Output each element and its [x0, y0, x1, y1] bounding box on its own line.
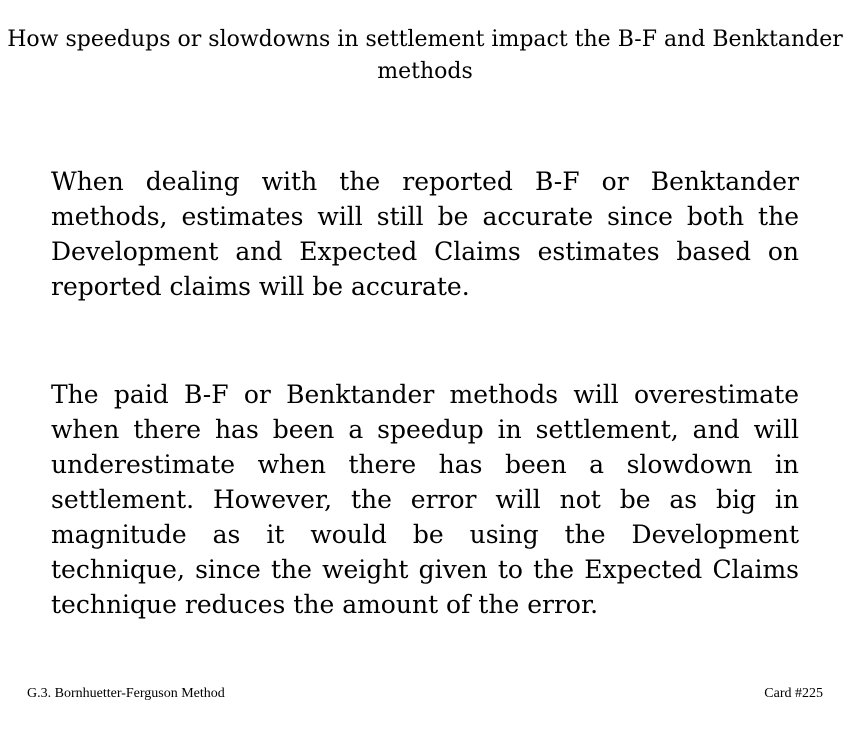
card-title: How speedups or slowdowns in settlement …: [7, 27, 843, 84]
footer-card-number: Card #225: [764, 686, 823, 701]
paragraph-reported-methods: When dealing with the reported B-F or Be…: [51, 167, 799, 301]
card-body: When dealing with the reported B-F or Be…: [51, 164, 799, 622]
paragraph-paid-methods: The paid B-F or Benktander methods will …: [51, 380, 799, 619]
footer-section-label: G.3. Bornhuetter-Ferguson Method: [27, 686, 225, 701]
